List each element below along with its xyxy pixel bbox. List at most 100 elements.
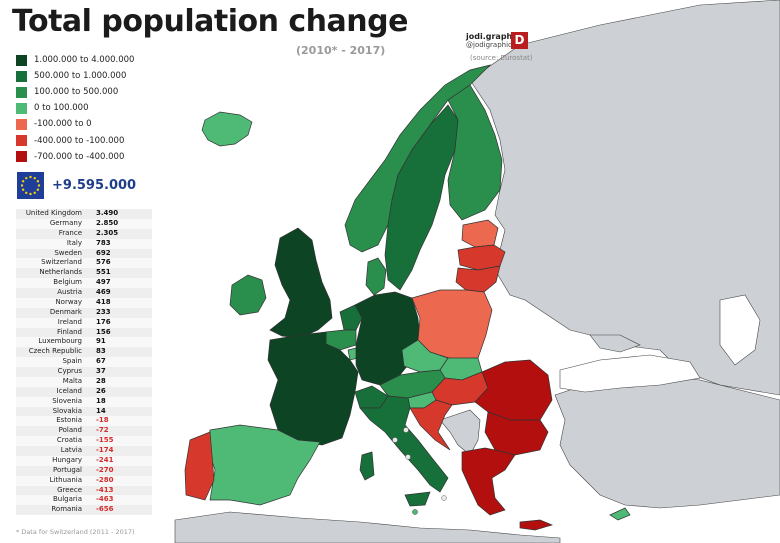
country-value: -155 <box>96 436 114 445</box>
legend-label: 100.000 to 500.000 <box>34 87 119 98</box>
country-value: -270 <box>96 465 114 474</box>
country-value: -18 <box>96 416 109 425</box>
table-row: Croatia -155 <box>16 436 152 446</box>
table-row: Portugal -270 <box>16 465 152 476</box>
city-markers <box>392 427 447 501</box>
country-value: -280 <box>96 475 114 484</box>
country-name: Sweden <box>54 248 82 257</box>
country-finland <box>447 84 503 221</box>
country-value: 469 <box>96 288 111 296</box>
brand-handle: @jodigraphics15 <box>466 41 525 49</box>
country-name: Cyprus <box>57 367 82 375</box>
country-malta <box>412 509 418 515</box>
sea-patches <box>559 294 761 393</box>
country-croatia <box>409 399 453 451</box>
eu-stars <box>20 175 41 196</box>
table-row: Denmark 233 <box>16 307 152 318</box>
country-value: 83 <box>96 347 106 356</box>
legend-swatch <box>16 102 27 114</box>
country-value: 67 <box>96 357 106 366</box>
table-row: France 2.305 <box>16 228 152 239</box>
country-table: United Kingdom 3.490 Germany 2.850 France 2.3… <box>16 209 152 516</box>
legend-label: -700.000 to -400.000 <box>34 151 125 162</box>
country-value: 14 <box>96 406 106 415</box>
legend-item: 1.000.000 to 4.000.000 <box>16 52 134 68</box>
legend-label: -400.000 to -100.000 <box>34 135 125 146</box>
legend-item: -700.000 to -400.000 <box>16 149 134 165</box>
black-sea <box>559 354 701 393</box>
table-row: Austria 469 <box>16 288 152 298</box>
country-name: Lithuania <box>49 475 82 484</box>
country-value: -463 <box>96 495 114 504</box>
country-portugal <box>184 431 215 501</box>
table-row: Spain 67 <box>16 357 152 367</box>
country-bulgaria <box>484 411 549 456</box>
country-name: Switzerland <box>41 258 82 267</box>
country-value: 18 <box>96 396 106 405</box>
country-uk <box>269 227 333 339</box>
map-title: Total population change <box>12 4 408 39</box>
table-row: Poland -72 <box>16 426 152 437</box>
country-name: Greece <box>57 485 82 494</box>
country-ireland <box>229 274 267 316</box>
brand-name: jodi.graphics <box>466 32 525 41</box>
country-name: Belgium <box>53 278 82 287</box>
legend-swatch <box>16 151 27 163</box>
country-name: Hungary <box>52 455 82 464</box>
country-italy-sicily <box>404 491 431 507</box>
country-name: Malta <box>62 376 82 385</box>
country-value: -241 <box>96 455 114 464</box>
country-name: Bulgaria <box>52 495 82 504</box>
country-sweden <box>384 104 459 291</box>
country-name: Slovakia <box>52 406 82 415</box>
footnote: * Data for Switzerland (2011 - 2017) <box>16 528 135 536</box>
legend-label: 500.000 to 1.000.000 <box>34 71 127 82</box>
country-iceland <box>201 111 253 147</box>
legend-item: -400.000 to -100.000 <box>16 132 134 148</box>
country-spain <box>207 424 321 506</box>
country-value: 156 <box>96 327 111 336</box>
country-value: 26 <box>96 386 106 395</box>
table-row: Slovenia 18 <box>16 396 152 407</box>
legend-label: -100.000 to 0 <box>34 119 92 130</box>
country-name: Denmark <box>49 307 82 316</box>
country-greece <box>461 447 516 516</box>
country-name: Portugal <box>53 465 82 474</box>
country-netherlands <box>339 304 363 331</box>
table-row: Sweden 692 <box>16 248 152 259</box>
country-value: 551 <box>96 268 111 277</box>
legend-swatch <box>16 118 27 130</box>
table-row: Slovakia 14 <box>16 406 152 417</box>
eu-total-box: +9.595.000 <box>17 172 136 199</box>
brand-credit: jodi.graphics @jodigraphics15 <box>466 32 524 50</box>
country-name: Iceland <box>56 386 82 395</box>
country-value: 37 <box>96 367 106 375</box>
country-estonia <box>461 219 499 248</box>
city-marker <box>392 437 398 443</box>
country-name: Germany <box>49 218 82 227</box>
country-name: United Kingdom <box>25 209 82 217</box>
source-note: (source: Eurostat) <box>470 54 533 62</box>
table-row: Iceland 26 <box>16 386 152 397</box>
country-value: 418 <box>96 297 111 306</box>
legend-label: 1.000.000 to 4.000.000 <box>34 55 135 66</box>
country-value: 576 <box>96 258 111 267</box>
table-row: Finland 156 <box>16 327 152 338</box>
country-name: Slovenia <box>52 396 82 405</box>
country-value: -72 <box>96 426 109 435</box>
table-row: Estonia -18 <box>16 416 152 427</box>
country-name: Croatia <box>56 436 82 445</box>
legend-swatch <box>16 135 27 147</box>
legend-swatch <box>16 54 27 66</box>
table-row: Netherlands 551 <box>16 268 152 279</box>
country-name: Romania <box>51 505 82 514</box>
table-row: Switzerland 576 <box>16 258 152 269</box>
caspian-sea <box>719 294 761 366</box>
legend-label: 0 to 100.000 <box>34 103 89 114</box>
country-name: France <box>58 228 82 237</box>
crimea-region <box>589 334 641 353</box>
table-row: Malta 28 <box>16 376 152 387</box>
country-value: 176 <box>96 317 111 326</box>
